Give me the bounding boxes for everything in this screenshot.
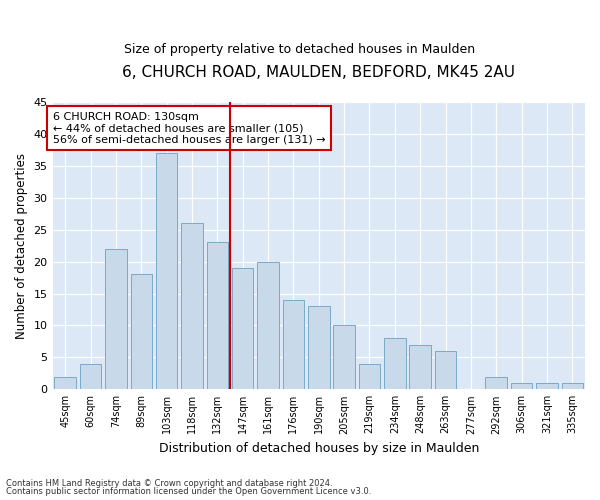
Y-axis label: Number of detached properties: Number of detached properties — [15, 152, 28, 338]
Bar — [536, 383, 558, 390]
Title: 6, CHURCH ROAD, MAULDEN, BEDFORD, MK45 2AU: 6, CHURCH ROAD, MAULDEN, BEDFORD, MK45 2… — [122, 65, 515, 80]
Bar — [409, 344, 431, 390]
Text: Size of property relative to detached houses in Maulden: Size of property relative to detached ho… — [124, 42, 476, 56]
Bar — [257, 262, 279, 390]
Bar — [80, 364, 101, 390]
Bar — [334, 326, 355, 390]
Bar — [562, 383, 583, 390]
Text: Contains public sector information licensed under the Open Government Licence v3: Contains public sector information licen… — [6, 487, 371, 496]
Bar — [55, 376, 76, 390]
Bar — [384, 338, 406, 390]
Bar — [283, 300, 304, 390]
Bar — [156, 153, 178, 390]
Text: Contains HM Land Registry data © Crown copyright and database right 2024.: Contains HM Land Registry data © Crown c… — [6, 478, 332, 488]
Bar — [232, 268, 253, 390]
Bar — [359, 364, 380, 390]
Bar — [511, 383, 532, 390]
Bar — [131, 274, 152, 390]
Bar — [435, 351, 457, 390]
Bar — [105, 249, 127, 390]
Bar — [181, 224, 203, 390]
Bar — [485, 376, 507, 390]
X-axis label: Distribution of detached houses by size in Maulden: Distribution of detached houses by size … — [158, 442, 479, 455]
Text: 6 CHURCH ROAD: 130sqm
← 44% of detached houses are smaller (105)
56% of semi-det: 6 CHURCH ROAD: 130sqm ← 44% of detached … — [53, 112, 325, 145]
Bar — [206, 242, 228, 390]
Bar — [308, 306, 329, 390]
